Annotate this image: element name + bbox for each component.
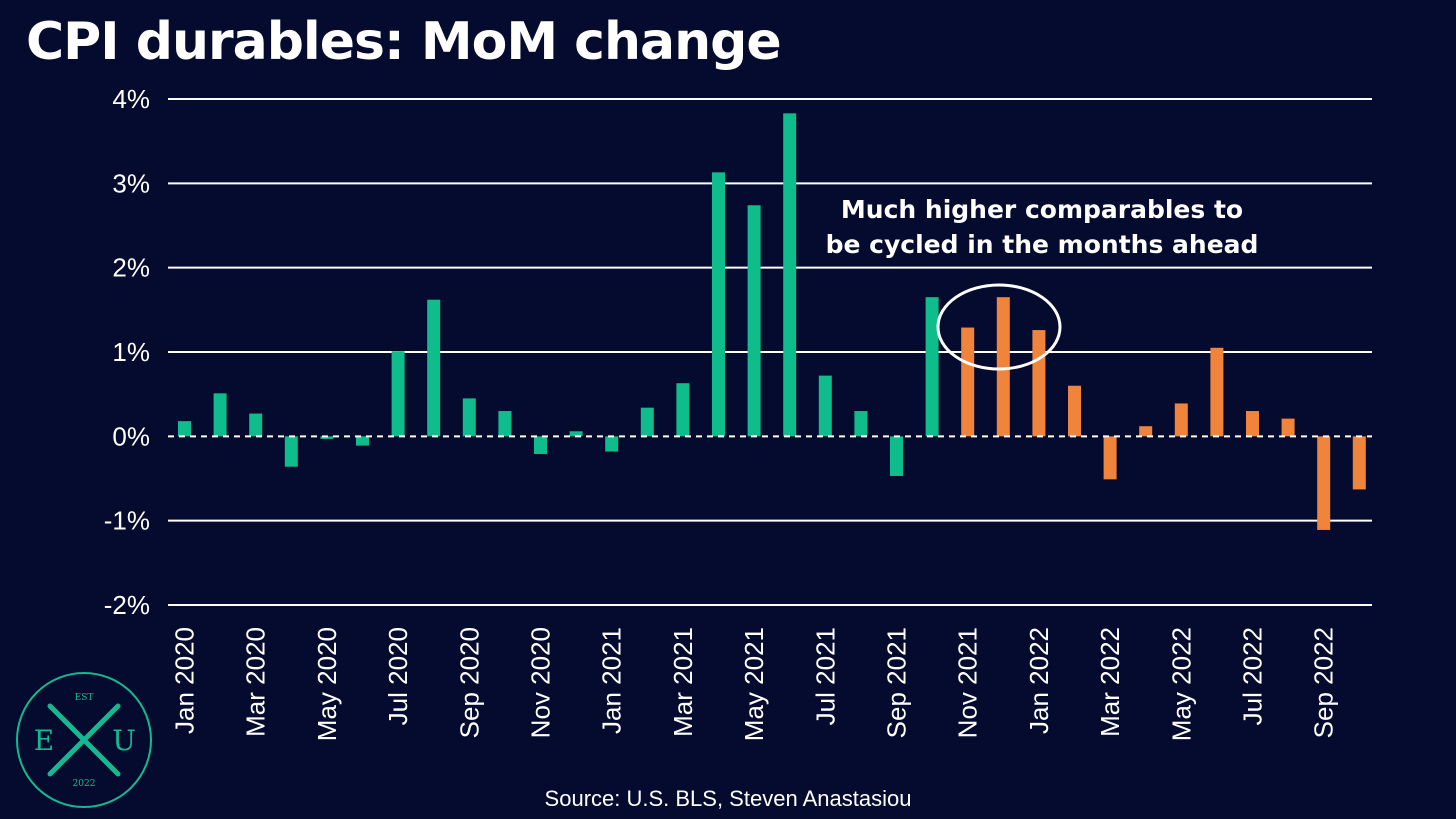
bar <box>605 436 619 452</box>
bar <box>676 383 690 437</box>
x-tick-label: Sep 2022 <box>1309 627 1339 738</box>
logo-top-text: EST <box>75 693 94 703</box>
bar <box>427 299 441 437</box>
logo-bottom-text: 2022 <box>73 779 96 789</box>
logo-letter-e: E <box>34 724 54 757</box>
bar <box>961 327 975 437</box>
bar <box>1352 436 1366 490</box>
y-tick-label: -2% <box>104 590 150 620</box>
logo-ring <box>16 672 152 808</box>
bar <box>783 113 797 437</box>
bar <box>178 421 191 437</box>
x-tick-label: Jan 2022 <box>1024 627 1054 734</box>
bar <box>712 172 725 437</box>
bar <box>249 413 263 437</box>
x-tick-label: May 2020 <box>312 627 342 741</box>
x-tick-label: Jul 2020 <box>383 627 413 725</box>
bar <box>213 393 227 437</box>
highlight-ellipse <box>936 283 1062 371</box>
x-tick-label: Sep 2021 <box>882 627 912 738</box>
bar <box>640 407 654 437</box>
y-tick-label: 3% <box>112 168 150 198</box>
y-tick-label: 2% <box>112 253 150 283</box>
bar <box>747 205 761 437</box>
x-tick-label: Nov 2021 <box>953 627 983 738</box>
bar <box>818 375 832 437</box>
bar <box>996 297 1010 437</box>
bar <box>1246 411 1259 437</box>
annotation-text: Much higher comparables to <box>841 195 1243 224</box>
annotation-text: be cycled in the months ahead <box>826 230 1259 259</box>
bar <box>890 436 903 476</box>
x-tick-label: Jan 2020 <box>170 627 200 734</box>
x-tick-label: Jan 2021 <box>597 627 627 734</box>
bar <box>498 411 512 437</box>
bar <box>534 436 547 455</box>
logo-letter-u: U <box>112 724 136 757</box>
y-tick-label: 4% <box>112 84 150 114</box>
y-tick-label: 0% <box>112 421 150 451</box>
x-tick-label: Sep 2020 <box>454 627 484 738</box>
bar <box>320 436 334 439</box>
logo-stroke-b <box>47 703 121 777</box>
x-tick-label: Mar 2020 <box>241 627 271 737</box>
bar <box>569 431 583 437</box>
bar <box>284 436 298 467</box>
bar <box>1210 347 1224 437</box>
x-tick-label: Mar 2021 <box>668 627 698 737</box>
page-title: CPI durables: MoM change <box>26 12 782 72</box>
x-tick-label: Nov 2020 <box>526 627 556 738</box>
x-tick-label: Jul 2022 <box>1238 627 1268 725</box>
bar <box>854 411 868 437</box>
bar <box>1103 436 1117 480</box>
bar <box>1139 426 1153 437</box>
x-tick-label: May 2022 <box>1166 627 1196 741</box>
bar <box>925 297 939 437</box>
bar <box>1068 385 1081 437</box>
bar <box>391 351 405 437</box>
bar <box>1317 436 1331 530</box>
bar <box>1032 330 1046 437</box>
x-tick-label: Jul 2021 <box>810 627 840 725</box>
bar <box>462 398 476 437</box>
y-tick-label: 1% <box>112 337 150 367</box>
y-tick-label: -1% <box>104 506 150 536</box>
bar <box>356 436 369 446</box>
x-tick-label: May 2021 <box>739 627 769 741</box>
source-note: Source: U.S. BLS, Steven Anastasiou <box>544 786 912 811</box>
x-tick-label: Mar 2022 <box>1095 627 1125 737</box>
bar <box>1174 403 1188 437</box>
bar <box>1281 418 1295 437</box>
logo-emblem: EST E U 2022 <box>16 672 152 808</box>
